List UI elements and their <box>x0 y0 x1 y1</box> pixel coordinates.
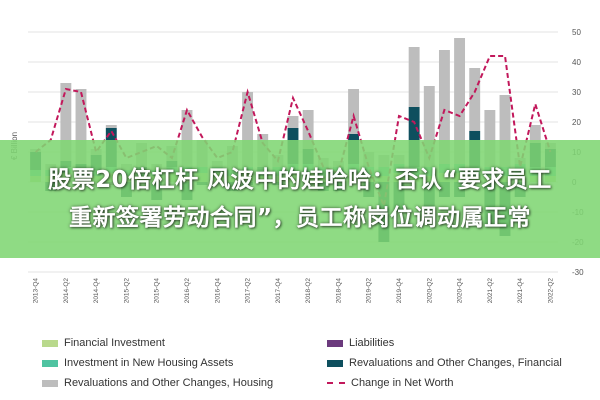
x-tick-label: 2015-Q4 <box>154 278 161 304</box>
x-tick-label: 2017-Q2 <box>245 278 252 304</box>
bar-revaluations-and-other-changes-housing-2014-Q3 <box>75 89 87 164</box>
x-tick-label: 2022-Q2 <box>547 278 554 304</box>
headline-overlay: 股票20倍杠杆 风波中的娃哈哈：否认“要求员工 重新签署劳动合同”，员工称岗位调… <box>0 140 600 258</box>
legend-label: Revaluations and Other Changes, Financia… <box>349 357 562 369</box>
legend-swatch <box>42 339 58 347</box>
bar-revaluations-and-other-changes-housing-2017-Q2 <box>242 92 254 167</box>
bar-revaluations-and-other-changes-housing-2019-Q1 <box>348 89 360 134</box>
legend-item-net-worth: Change in Net Worth <box>327 373 454 393</box>
legend-item-financial-investment: Financial Investment <box>42 333 165 353</box>
x-tick-label: 2013-Q4 <box>33 278 40 304</box>
legend-item-revaluations-financial: Revaluations and Other Changes, Financia… <box>327 353 562 373</box>
y-tick-label: 20 <box>572 118 581 127</box>
x-tick-label: 2021-Q4 <box>517 278 524 304</box>
bar-revaluations-and-other-changes-housing-2020-Q4 <box>454 38 466 164</box>
x-tick-label: 2017-Q4 <box>275 278 282 304</box>
bar-revaluations-and-other-changes-housing-2020-Q1 <box>408 47 420 107</box>
x-tick-label: 2020-Q2 <box>426 278 433 304</box>
x-axis-ticks: 2013-Q4 2014-Q2 2014-Q4 2015-Q2 2015-Q4 2016-… <box>33 278 555 304</box>
x-tick-label: 2019-Q4 <box>396 278 403 304</box>
legend-swatch <box>42 359 58 367</box>
x-tick-label: 2021-Q2 <box>487 278 494 304</box>
x-tick-label: 2014-Q4 <box>93 278 100 304</box>
x-tick-label: 2014-Q2 <box>63 278 70 304</box>
y-tick-label: 30 <box>572 88 581 97</box>
legend-swatch <box>327 382 345 384</box>
legend-item-liabilities: Liabilities <box>327 333 394 353</box>
legend-label: Revaluations and Other Changes, Housing <box>64 377 274 389</box>
legend-label: Change in Net Worth <box>351 377 454 389</box>
headline-line-1: 股票20倍杠杆 风波中的娃哈哈：否认“要求员工 <box>48 167 552 193</box>
bar-revaluations-and-other-changes-housing-2020-Q3 <box>438 50 450 164</box>
legend-swatch <box>327 359 343 367</box>
y-tick-label: 40 <box>572 58 581 67</box>
bar-revaluations-and-other-changes-housing-2018-Q1 <box>287 116 299 128</box>
bar-revaluations-and-other-changes-financial-2020-Q1 <box>408 107 420 167</box>
x-tick-label: 2016-Q2 <box>184 278 191 304</box>
x-tick-label: 2020-Q4 <box>457 278 464 304</box>
bar-revaluations-and-other-changes-housing-2020-Q2 <box>423 86 435 167</box>
legend-label: Investment in New Housing Assets <box>64 357 234 369</box>
legend-label: Liabilities <box>349 337 395 349</box>
legend-label: Financial Investment <box>64 337 165 349</box>
bar-revaluations-and-other-changes-housing-2015-Q1 <box>105 125 117 128</box>
legend-swatch <box>327 339 343 347</box>
x-tick-label: 2018-Q4 <box>335 278 342 304</box>
x-tick-label: 2019-Q2 <box>366 278 373 304</box>
y-tick-label: -30 <box>572 268 584 277</box>
legend: Financial Investment Investment in New H… <box>0 328 600 400</box>
bar-revaluations-and-other-changes-housing-2021-Q1 <box>469 68 481 131</box>
bar-revaluations-and-other-changes-housing-2022-Q1 <box>529 125 541 143</box>
bar-revaluations-and-other-changes-housing-2021-Q2 <box>484 110 496 167</box>
bar-revaluations-and-other-changes-housing-2014-Q2 <box>60 83 72 161</box>
x-tick-label: 2016-Q4 <box>214 278 221 304</box>
x-tick-label: 2015-Q2 <box>123 278 130 304</box>
headline-line-2: 重新签署劳动合同”，员工称岗位调动属正常 <box>68 205 532 231</box>
legend-item-investment-new-housing: Investment in New Housing Assets <box>42 353 233 373</box>
y-tick-label: 50 <box>572 28 581 37</box>
legend-item-revaluations-housing: Revaluations and Other Changes, Housing <box>42 373 273 393</box>
bar-revaluations-and-other-changes-housing-2021-Q3 <box>499 95 511 167</box>
legend-swatch <box>42 379 58 387</box>
x-tick-label: 2018-Q2 <box>305 278 312 304</box>
bar-revaluations-and-other-changes-housing-2016-Q2 <box>181 110 193 167</box>
